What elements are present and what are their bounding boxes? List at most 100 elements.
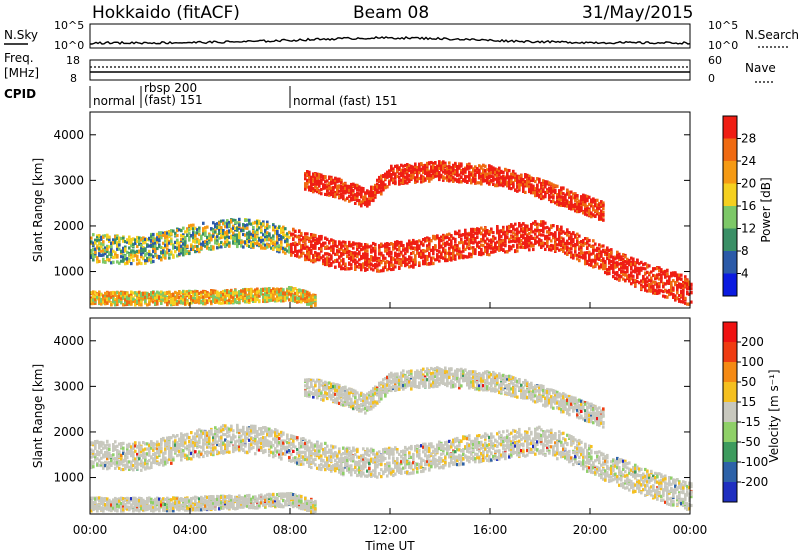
scatter-cell xyxy=(422,243,425,247)
scatter-cell xyxy=(340,195,343,199)
scatter-cell xyxy=(472,177,475,181)
scatter-cell xyxy=(464,179,467,183)
scatter-cell xyxy=(244,291,247,295)
scatter-cell xyxy=(534,187,537,191)
scatter-cell xyxy=(314,243,317,247)
scatter-cell xyxy=(318,235,321,239)
scatter-cell xyxy=(414,247,417,251)
scatter-cell xyxy=(230,294,233,298)
scatter-cell xyxy=(234,239,237,243)
scatter-cell xyxy=(132,242,135,246)
scatter-cell xyxy=(476,243,479,247)
scatter-cell xyxy=(272,298,275,302)
scatter-cell xyxy=(242,293,245,297)
scatter-cell xyxy=(248,288,251,292)
scatter-cell xyxy=(258,289,261,293)
scatter-cell xyxy=(138,301,141,305)
scatter-cell xyxy=(154,249,157,253)
scatter-cell xyxy=(102,249,105,253)
scatter-cell xyxy=(266,238,269,242)
scatter-cell xyxy=(256,231,259,235)
scatter-cell xyxy=(328,246,331,250)
scatter-cell xyxy=(334,259,337,263)
scatter-cell xyxy=(234,218,237,223)
scatter-cell xyxy=(182,226,185,230)
scatter-cell xyxy=(210,290,213,294)
scatter-cell xyxy=(500,229,503,233)
scatter-cell xyxy=(528,185,531,189)
scatter-cell xyxy=(246,299,249,303)
scatter-cell xyxy=(406,262,409,267)
scatter-cell xyxy=(486,250,489,254)
scatter-cell xyxy=(346,190,349,194)
scatter-cell xyxy=(268,238,271,242)
scatter-cell xyxy=(222,289,225,294)
scatter-cell xyxy=(172,229,175,233)
scatter-cell xyxy=(160,256,163,260)
scatter-cell xyxy=(196,237,199,241)
scatter-cell xyxy=(110,295,113,299)
scatter-cell xyxy=(448,257,451,261)
scatter-cell xyxy=(486,237,489,241)
scatter-cell xyxy=(308,293,311,297)
scatter-cell xyxy=(304,182,307,186)
scatter-cell xyxy=(184,238,187,242)
scatter-cell xyxy=(360,263,363,267)
scatter-cell xyxy=(476,227,479,231)
scatter-cell xyxy=(382,184,385,188)
scatter-cell xyxy=(218,225,221,229)
scatter-cell xyxy=(286,232,289,236)
scatter-cell xyxy=(164,300,167,304)
scatter-cell xyxy=(510,224,513,228)
scatter-cell xyxy=(224,221,227,225)
scatter-cell xyxy=(444,169,447,173)
scatter-cell xyxy=(460,175,463,179)
scatter-cell xyxy=(174,233,177,237)
scatter-cell xyxy=(468,241,471,245)
scatter-cell xyxy=(530,234,533,238)
scatter-cell xyxy=(526,226,529,231)
scatter-cell xyxy=(480,253,483,257)
scatter-cell xyxy=(240,240,243,244)
scatter-cell xyxy=(468,237,471,242)
scatter-cell xyxy=(376,185,379,189)
scatter-cell xyxy=(308,236,311,240)
scatter-cell xyxy=(388,169,391,173)
scatter-cell xyxy=(442,170,445,174)
scatter-cell xyxy=(108,291,111,295)
scatter-cell xyxy=(502,174,505,178)
scatter-cell xyxy=(542,224,545,228)
scatter-cell xyxy=(478,252,481,256)
scatter-cell xyxy=(482,164,485,168)
scatter-cell xyxy=(466,180,469,184)
scatter-cell xyxy=(464,174,467,179)
scatter-cell xyxy=(158,231,161,235)
scatter-cell xyxy=(108,297,111,301)
scatter-cell xyxy=(410,245,413,249)
scatter-cell xyxy=(234,221,237,225)
scatter-cell xyxy=(344,198,347,202)
scatter-cell xyxy=(140,249,143,253)
scatter-cell xyxy=(234,297,237,302)
scatter-cell xyxy=(224,297,227,301)
scatter-cell xyxy=(252,237,255,241)
scatter-cell xyxy=(130,295,133,299)
scatter-cell xyxy=(350,190,353,195)
scatter-cell xyxy=(440,165,443,169)
scatter-cell xyxy=(464,231,467,235)
scatter-cell xyxy=(128,246,131,250)
scatter-cell xyxy=(490,227,493,231)
scatter-cell xyxy=(390,255,393,259)
scatter-cell xyxy=(430,161,433,165)
scatter-cell xyxy=(386,248,389,252)
scatter-cell xyxy=(370,197,373,201)
scatter-cell xyxy=(274,231,277,235)
scatter-cell xyxy=(306,302,309,306)
scatter-cell xyxy=(468,170,471,174)
scatter-cell xyxy=(180,300,183,304)
scatter-cell xyxy=(238,298,241,302)
scatter-cell xyxy=(452,176,455,180)
scatter-cell xyxy=(368,197,371,201)
scatter-cell xyxy=(394,254,397,258)
scatter-cell xyxy=(264,296,267,300)
